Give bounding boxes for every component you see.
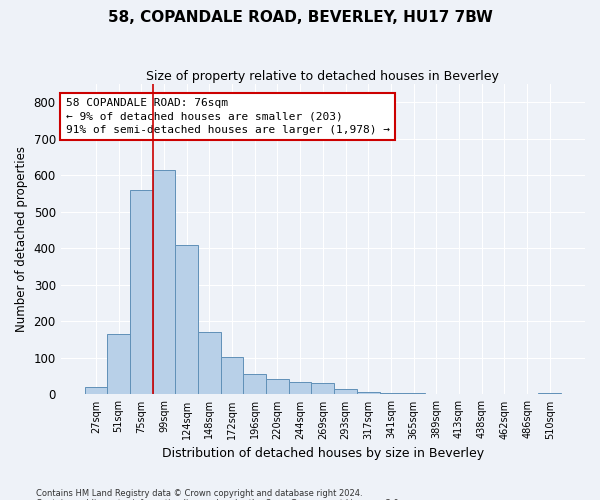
Text: Contains public sector information licensed under the Open Government Licence v3: Contains public sector information licen… [36,498,401,500]
Bar [107,334,130,394]
Title: Size of property relative to detached houses in Beverley: Size of property relative to detached ho… [146,70,499,83]
Bar [357,392,380,394]
Bar [244,374,266,394]
Bar [334,390,357,394]
Text: Contains HM Land Registry data © Crown copyright and database right 2024.: Contains HM Land Registry data © Crown c… [36,488,362,498]
Bar [538,392,561,394]
Bar [289,382,311,394]
Bar [402,392,425,394]
Y-axis label: Number of detached properties: Number of detached properties [15,146,28,332]
Bar [85,387,107,394]
Bar [311,384,334,394]
Bar [266,378,289,394]
Bar [130,190,152,394]
Bar [175,245,198,394]
Bar [152,170,175,394]
Bar [198,332,221,394]
Bar [221,357,244,395]
Text: 58 COPANDALE ROAD: 76sqm
← 9% of detached houses are smaller (203)
91% of semi-d: 58 COPANDALE ROAD: 76sqm ← 9% of detache… [66,98,390,134]
Text: 58, COPANDALE ROAD, BEVERLEY, HU17 7BW: 58, COPANDALE ROAD, BEVERLEY, HU17 7BW [107,10,493,25]
Bar [380,392,402,394]
X-axis label: Distribution of detached houses by size in Beverley: Distribution of detached houses by size … [162,447,484,460]
